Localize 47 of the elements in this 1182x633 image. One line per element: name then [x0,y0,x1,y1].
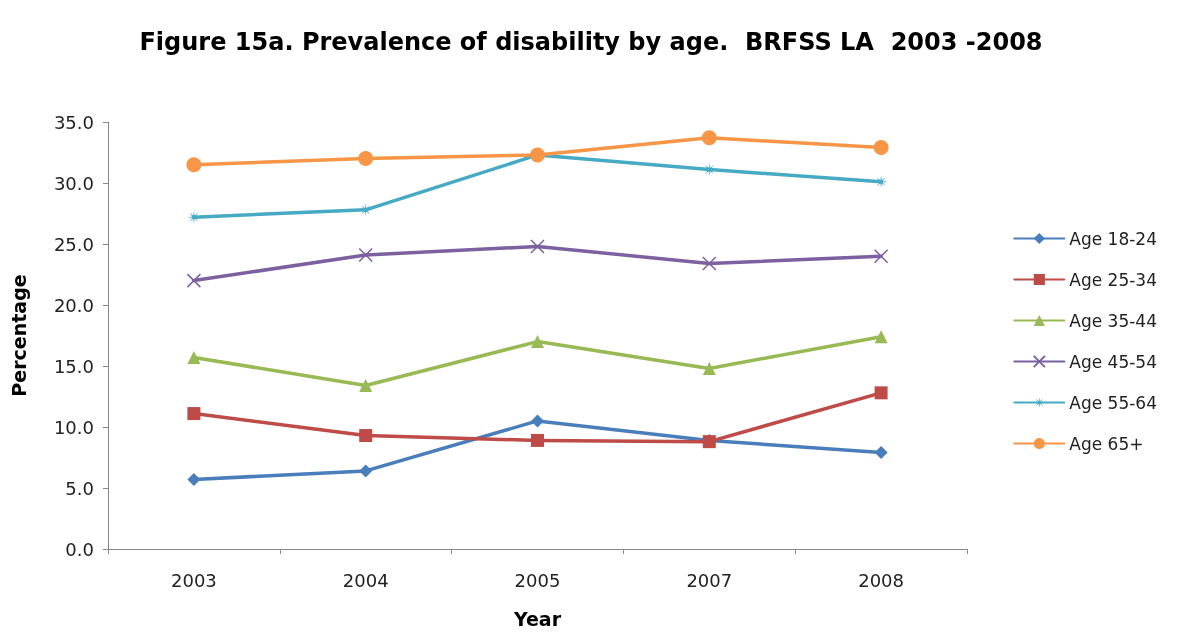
point [358,151,374,167]
point [701,130,717,146]
point [874,330,888,344]
point [358,247,373,263]
y-tick-label: 25.0 [53,233,94,255]
point [702,163,716,177]
y-tick-label: 35.0 [53,111,94,133]
point [187,210,201,224]
point [187,350,201,364]
legend-label: Age 18-24 [1069,228,1158,249]
point [873,140,889,156]
legend-label: Age 55-64 [1069,392,1158,413]
y-tick-label: 30.0 [53,172,94,194]
point [186,157,202,173]
point [702,256,717,271]
legend-label: Age 45-54 [1069,351,1158,372]
x-tick-label: 2008 [858,569,905,591]
legend-label: Age 35-44 [1069,310,1158,331]
point [187,407,201,421]
point [702,361,716,375]
y-axis-title: Percentage [7,274,30,397]
y-tick-label: 0.0 [65,538,94,560]
point [874,386,888,400]
point [531,414,544,428]
y-tick-label: 5.0 [65,477,94,499]
y-tick-label: 10.0 [53,416,94,438]
x-tick-label: 2007 [686,569,733,591]
point [186,273,202,288]
x-tick-label: 2004 [342,569,389,591]
y-tick-label: 15.0 [53,355,94,377]
point [530,239,545,254]
x-tick-label: 2005 [514,569,561,591]
x-tick-label: 2003 [170,569,217,591]
point [187,472,201,486]
x-axis-title: Year [512,607,562,630]
y-tick-label: 20.0 [53,294,94,316]
point [874,446,888,460]
legend-label: Age 25-34 [1069,269,1158,290]
legend-label: Age 65+ [1069,433,1144,454]
point [359,203,373,217]
point [531,335,544,349]
point [873,248,889,264]
point [531,433,544,447]
point [359,464,373,478]
point [359,379,373,393]
chart-title: Figure 15a. Prevalence of disability by age. BRFSS LA 2003 -2008 [139,28,1043,56]
point [359,429,373,443]
